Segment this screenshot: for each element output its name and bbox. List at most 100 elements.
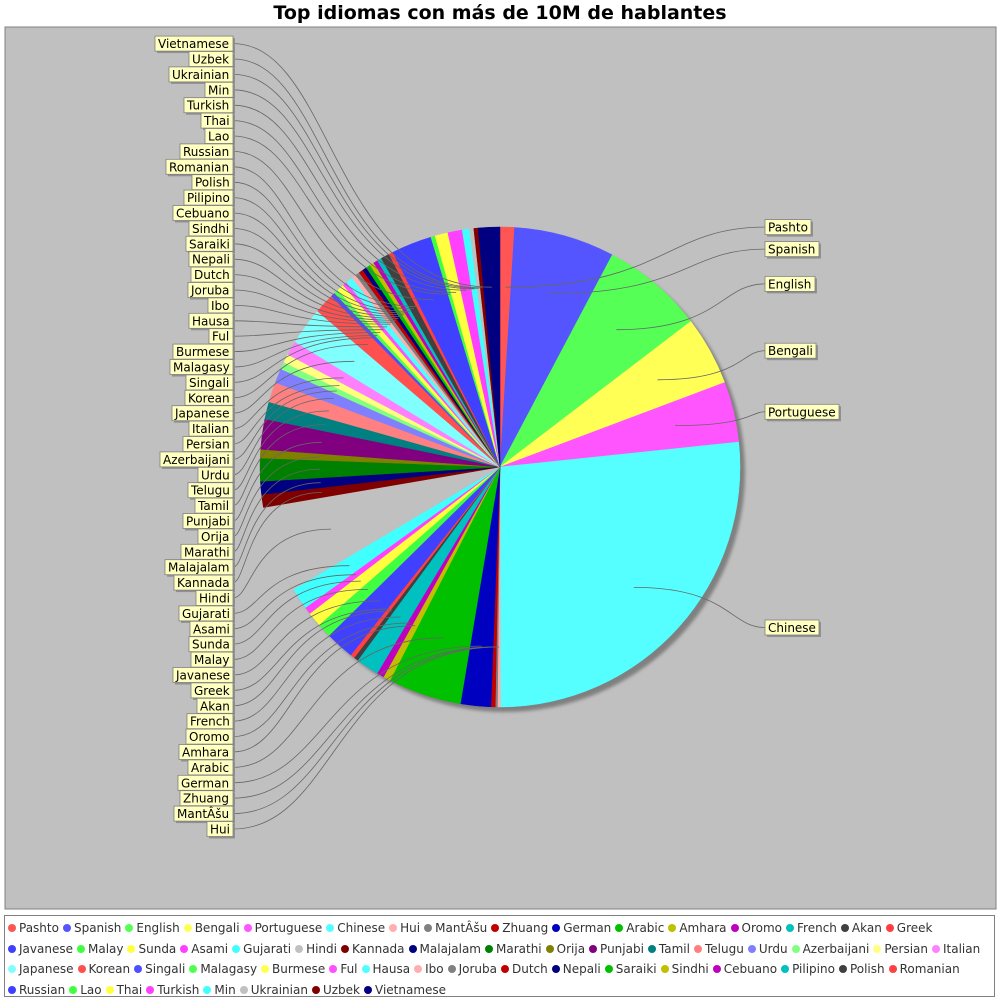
legend-label: Thai: [116, 982, 143, 997]
slice-label-vietnamese: Vietnamese: [158, 37, 229, 51]
legend-item-arabic: Arabic: [615, 918, 664, 939]
legend-swatch: [232, 944, 241, 953]
legend-label: Ibo: [425, 962, 444, 976]
slice-label-urdu: Urdu: [201, 468, 230, 482]
leader-line-chinese: [633, 587, 766, 628]
legend-label: Cebuano: [723, 962, 778, 976]
leader-line-zhuang: [232, 646, 495, 799]
slice-label-cebuano: Cebuano: [176, 207, 229, 221]
legend-swatch: [364, 985, 372, 994]
leader-line-persian: [232, 385, 340, 445]
leader-line-japanese: [232, 360, 355, 414]
legend-swatch: [62, 924, 71, 932]
legend-item-malajalam: Malajalam: [408, 939, 481, 960]
slice-chinese: [499, 441, 741, 708]
slice-label-punjabi: Punjabi: [186, 515, 230, 529]
legend-label: Azerbaijani: [802, 941, 870, 956]
legend-swatch: [615, 924, 624, 932]
legend-item-kannada: Kannada: [340, 939, 405, 960]
legend-swatch: [389, 924, 398, 932]
legend-label: Tamil: [658, 941, 690, 956]
legend-label: Joruba: [458, 962, 497, 976]
legend-label: Japanese: [19, 962, 74, 976]
label-box-uzbek: [188, 51, 234, 67]
legend-swatch: [647, 944, 656, 953]
legend-label: Akan: [851, 921, 882, 935]
legend-item-thai: Thai: [105, 980, 143, 1000]
leader-line-greek: [232, 608, 390, 691]
leader-line-lao: [232, 135, 450, 295]
slice-label-amhara: Amhara: [182, 746, 229, 760]
legend: Pashto Spanish English Bengali Portuguese Chi…: [4, 915, 995, 997]
legend-item-joruba: Joruba: [447, 959, 497, 980]
legend-swatch: [69, 985, 78, 994]
legend-item-malagasy: Malagasy: [189, 959, 257, 980]
label-box-saraiki: [185, 235, 234, 252]
leader-line-portuguese: [675, 411, 766, 426]
leader-line-akan: [232, 610, 393, 707]
leader-line-russian: [232, 151, 434, 301]
legend-item-ukrainian: Ukrainian: [239, 980, 308, 1000]
slice-label-korean: Korean: [188, 391, 230, 405]
leader-line-french: [232, 616, 401, 722]
legend-swatch: [424, 924, 433, 932]
leader-line-amhara: [232, 625, 416, 753]
legend-label: Greek: [896, 921, 933, 935]
slice-label-bengali: Bengali: [768, 344, 813, 358]
legend-item-punjabi: Punjabi: [589, 939, 644, 960]
legend-swatch: [76, 944, 85, 953]
legend-swatch: [838, 965, 847, 973]
slice-label-ful: Ful: [212, 330, 229, 344]
slice-label-zhuang: Zhuang: [183, 792, 229, 806]
legend-item-vietnamese: Vietnamese: [364, 980, 446, 1000]
legend-item-telugu: Telugu: [693, 939, 744, 960]
legend-label: Sindhi: [671, 962, 709, 976]
slice-label-german: German: [181, 776, 229, 790]
legend-swatch: [551, 965, 560, 973]
legend-item-lao: Lao: [69, 980, 102, 1000]
label-box-tamil: [194, 497, 234, 514]
slice-label-arabic: Arabic: [191, 761, 229, 775]
leader-line-vietnamese: [232, 43, 492, 288]
leader-line-spanish: [548, 248, 766, 295]
legend-label: French: [797, 921, 837, 935]
legend-swatch: [8, 944, 16, 953]
legend-item-uzbek: Uzbek: [311, 980, 360, 1000]
legend-label: Turkish: [157, 982, 200, 997]
legend-label: Malajalam: [419, 941, 481, 956]
label-box-azerbaijani: [159, 451, 234, 468]
slice-label-russian: Russian: [183, 145, 229, 159]
slice-label-nepali: Nepali: [192, 253, 230, 267]
slice-label-pashto: Pashto: [768, 221, 808, 235]
legend-swatch: [545, 944, 554, 953]
legend-label: Hindi: [306, 941, 337, 956]
label-box-hindi: [195, 590, 234, 606]
slice-label-french: French: [190, 715, 230, 729]
slice-english: [499, 254, 692, 468]
legend-label: Min: [214, 982, 236, 997]
legend-item-ibo: Ibo: [414, 959, 444, 980]
slice-label-japanese: Japanese: [174, 407, 230, 421]
slice-label-singali: Singali: [189, 376, 229, 390]
legend-label: German: [563, 921, 612, 935]
legend-item-spanish: Spanish: [62, 918, 121, 939]
leader-line-javanese: [232, 600, 380, 676]
legend-label: Polish: [849, 962, 885, 976]
slice-label-burmese: Burmese: [176, 345, 229, 359]
legend-label: Telugu: [704, 941, 744, 956]
legend-label: Marathi: [496, 941, 542, 956]
leader-line-nepali: [232, 258, 399, 319]
chart-title: Top idiomas con más de 10M de hablantes: [273, 2, 727, 24]
leader-line-asami: [232, 574, 356, 630]
slice-label-mant-u: MantÂšu: [177, 806, 229, 821]
legend-swatch: [189, 965, 198, 973]
legend-swatch: [8, 924, 16, 932]
leader-line-ful: [232, 329, 384, 337]
label-box-amhara: [178, 744, 234, 760]
legend-label: Malagasy: [200, 962, 258, 976]
legend-swatch: [8, 965, 16, 973]
legend-label: Korean: [88, 962, 131, 976]
leader-line-ukrainian: [232, 74, 479, 289]
slice-label-uzbek: Uzbek: [192, 53, 229, 67]
label-box-mant-u: [173, 805, 234, 822]
